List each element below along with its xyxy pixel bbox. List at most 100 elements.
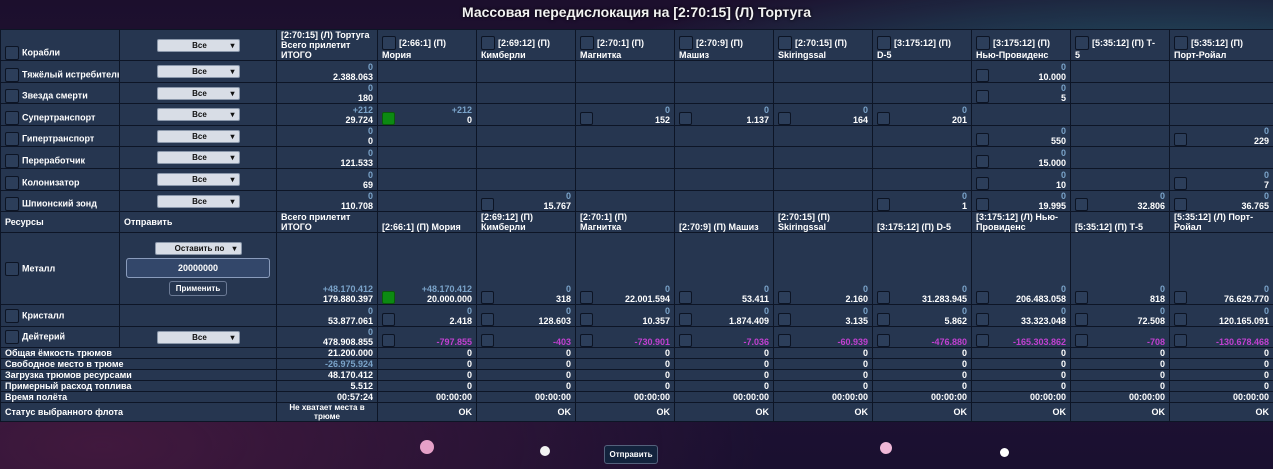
select-checkbox[interactable]	[976, 155, 989, 168]
select-checkbox[interactable]	[877, 36, 891, 50]
quantity-select[interactable]: Все ▾	[156, 173, 240, 186]
resource-cell: 0 72.508	[1070, 304, 1170, 327]
select-checkbox[interactable]	[976, 291, 989, 304]
planet-header[interactable]: [3:175:12] (П) D-5	[872, 29, 972, 61]
select-checkbox[interactable]	[481, 36, 495, 50]
select-checkbox[interactable]	[1174, 334, 1187, 347]
select-checkbox[interactable]	[5, 154, 19, 168]
select-checkbox[interactable]	[1075, 313, 1088, 326]
quantity-select[interactable]: Все ▾	[156, 65, 240, 78]
select-checkbox[interactable]	[5, 197, 19, 211]
select-checkbox[interactable]	[382, 334, 395, 347]
flower-decoration	[880, 442, 892, 454]
select-checkbox[interactable]	[382, 36, 396, 50]
select-checkbox[interactable]	[481, 291, 494, 304]
select-checkbox[interactable]	[5, 261, 19, 276]
select-checkbox[interactable]	[5, 111, 19, 125]
quantity-select[interactable]: Все ▾	[156, 129, 240, 143]
ships-header: Корабли	[0, 29, 120, 61]
select-checkbox[interactable]	[1075, 291, 1088, 304]
select-checkbox[interactable]	[382, 112, 395, 125]
select-checkbox[interactable]	[481, 334, 494, 347]
quantity-select[interactable]: Все ▾	[156, 151, 240, 164]
select-checkbox[interactable]	[580, 291, 593, 304]
select-checkbox[interactable]	[5, 330, 19, 344]
select-checkbox[interactable]	[1174, 313, 1187, 326]
ship-name: Гипертранспорт	[0, 125, 120, 147]
planet-header[interactable]: [2:70:15] (П) Skiringssal	[773, 29, 873, 61]
select-checkbox[interactable]	[976, 177, 989, 190]
planet-header[interactable]: [2:70:9] (П) Машиз	[674, 29, 774, 61]
select-checkbox[interactable]	[976, 334, 989, 347]
empty-cell	[575, 168, 675, 191]
planet-header[interactable]: [2:69:12] (П) Кимберли	[476, 29, 576, 61]
select-checkbox[interactable]	[778, 313, 791, 326]
planet-header[interactable]: [2:70:1] (П) Магнитка	[575, 29, 675, 61]
quantity-select[interactable]: Все ▾	[156, 194, 240, 208]
select-checkbox[interactable]	[382, 313, 395, 326]
select-checkbox[interactable]	[1075, 198, 1088, 211]
quantity-select[interactable]: Все ▾	[156, 38, 240, 52]
select-checkbox[interactable]	[976, 198, 989, 211]
select-checkbox[interactable]	[877, 313, 890, 326]
select-checkbox[interactable]	[1075, 334, 1088, 347]
select-checkbox[interactable]	[1174, 291, 1187, 304]
select-checkbox[interactable]	[778, 36, 792, 50]
select-checkbox[interactable]	[679, 112, 692, 125]
planet-header[interactable]: [2:66:1] (П) Мория	[377, 29, 477, 61]
select-checkbox[interactable]	[976, 36, 990, 50]
select-checkbox[interactable]	[976, 313, 989, 326]
resource-planet-header: [2:70:1] (П) Магнитка	[575, 211, 675, 233]
apply-button[interactable]: Применить	[168, 280, 228, 296]
select-checkbox[interactable]	[1174, 198, 1187, 211]
select-checkbox[interactable]	[679, 313, 692, 326]
select-checkbox[interactable]	[580, 334, 593, 347]
resource-cell: 0 10.357	[575, 304, 675, 327]
empty-cell	[773, 146, 873, 169]
select-checkbox[interactable]	[1174, 177, 1187, 190]
ship-name: Звезда смерти	[0, 82, 120, 104]
select-checkbox[interactable]	[580, 112, 593, 125]
select-checkbox[interactable]	[5, 132, 19, 146]
select-checkbox[interactable]	[778, 334, 791, 347]
select-checkbox[interactable]	[877, 334, 890, 347]
amount-input[interactable]: 20000000	[126, 257, 270, 278]
select-checkbox[interactable]	[778, 112, 791, 125]
select-checkbox[interactable]	[877, 198, 890, 211]
select-checkbox[interactable]	[481, 313, 494, 326]
select-checkbox[interactable]	[5, 89, 19, 103]
leave-select[interactable]: Оставить по ▾	[154, 241, 242, 255]
empty-cell	[575, 190, 675, 212]
select-checkbox[interactable]	[976, 69, 989, 82]
select-checkbox[interactable]	[5, 176, 19, 190]
select-checkbox[interactable]	[580, 36, 594, 50]
select-checkbox[interactable]	[5, 308, 19, 323]
select-checkbox[interactable]	[679, 36, 693, 50]
ship-name: Переработчик	[0, 146, 120, 169]
select-checkbox[interactable]	[679, 291, 692, 304]
send-fleet-button[interactable]: Отправить	[604, 445, 658, 464]
select-checkbox[interactable]	[382, 291, 395, 304]
quantity-select[interactable]: Все ▾	[156, 330, 240, 344]
planet-header[interactable]: [5:35:12] (П) Порт-Ройал	[1169, 29, 1273, 61]
quantity-select[interactable]: Все ▾	[156, 108, 240, 121]
select-checkbox[interactable]	[5, 46, 19, 60]
ship-cell: +212 0	[377, 103, 477, 126]
quantity-select[interactable]: Все ▾	[156, 86, 240, 100]
select-checkbox[interactable]	[976, 133, 989, 146]
select-checkbox[interactable]	[877, 291, 890, 304]
select-checkbox[interactable]	[580, 313, 593, 326]
select-checkbox[interactable]	[1174, 133, 1187, 146]
select-checkbox[interactable]	[481, 198, 494, 211]
planet-header[interactable]: [3:175:12] (П) Нью-Провиденс	[971, 29, 1071, 61]
select-checkbox[interactable]	[1174, 36, 1188, 50]
select-checkbox[interactable]	[679, 334, 692, 347]
select-checkbox[interactable]	[778, 291, 791, 304]
select-checkbox[interactable]	[877, 112, 890, 125]
summary-value: OK	[377, 402, 477, 422]
planet-header[interactable]: [5:35:12] (П) Т- 5	[1070, 29, 1170, 61]
select-checkbox[interactable]	[1075, 36, 1089, 50]
select-checkbox[interactable]	[5, 68, 19, 82]
select-checkbox[interactable]	[976, 90, 989, 103]
summary-label: Статус выбранного флота	[0, 402, 277, 422]
